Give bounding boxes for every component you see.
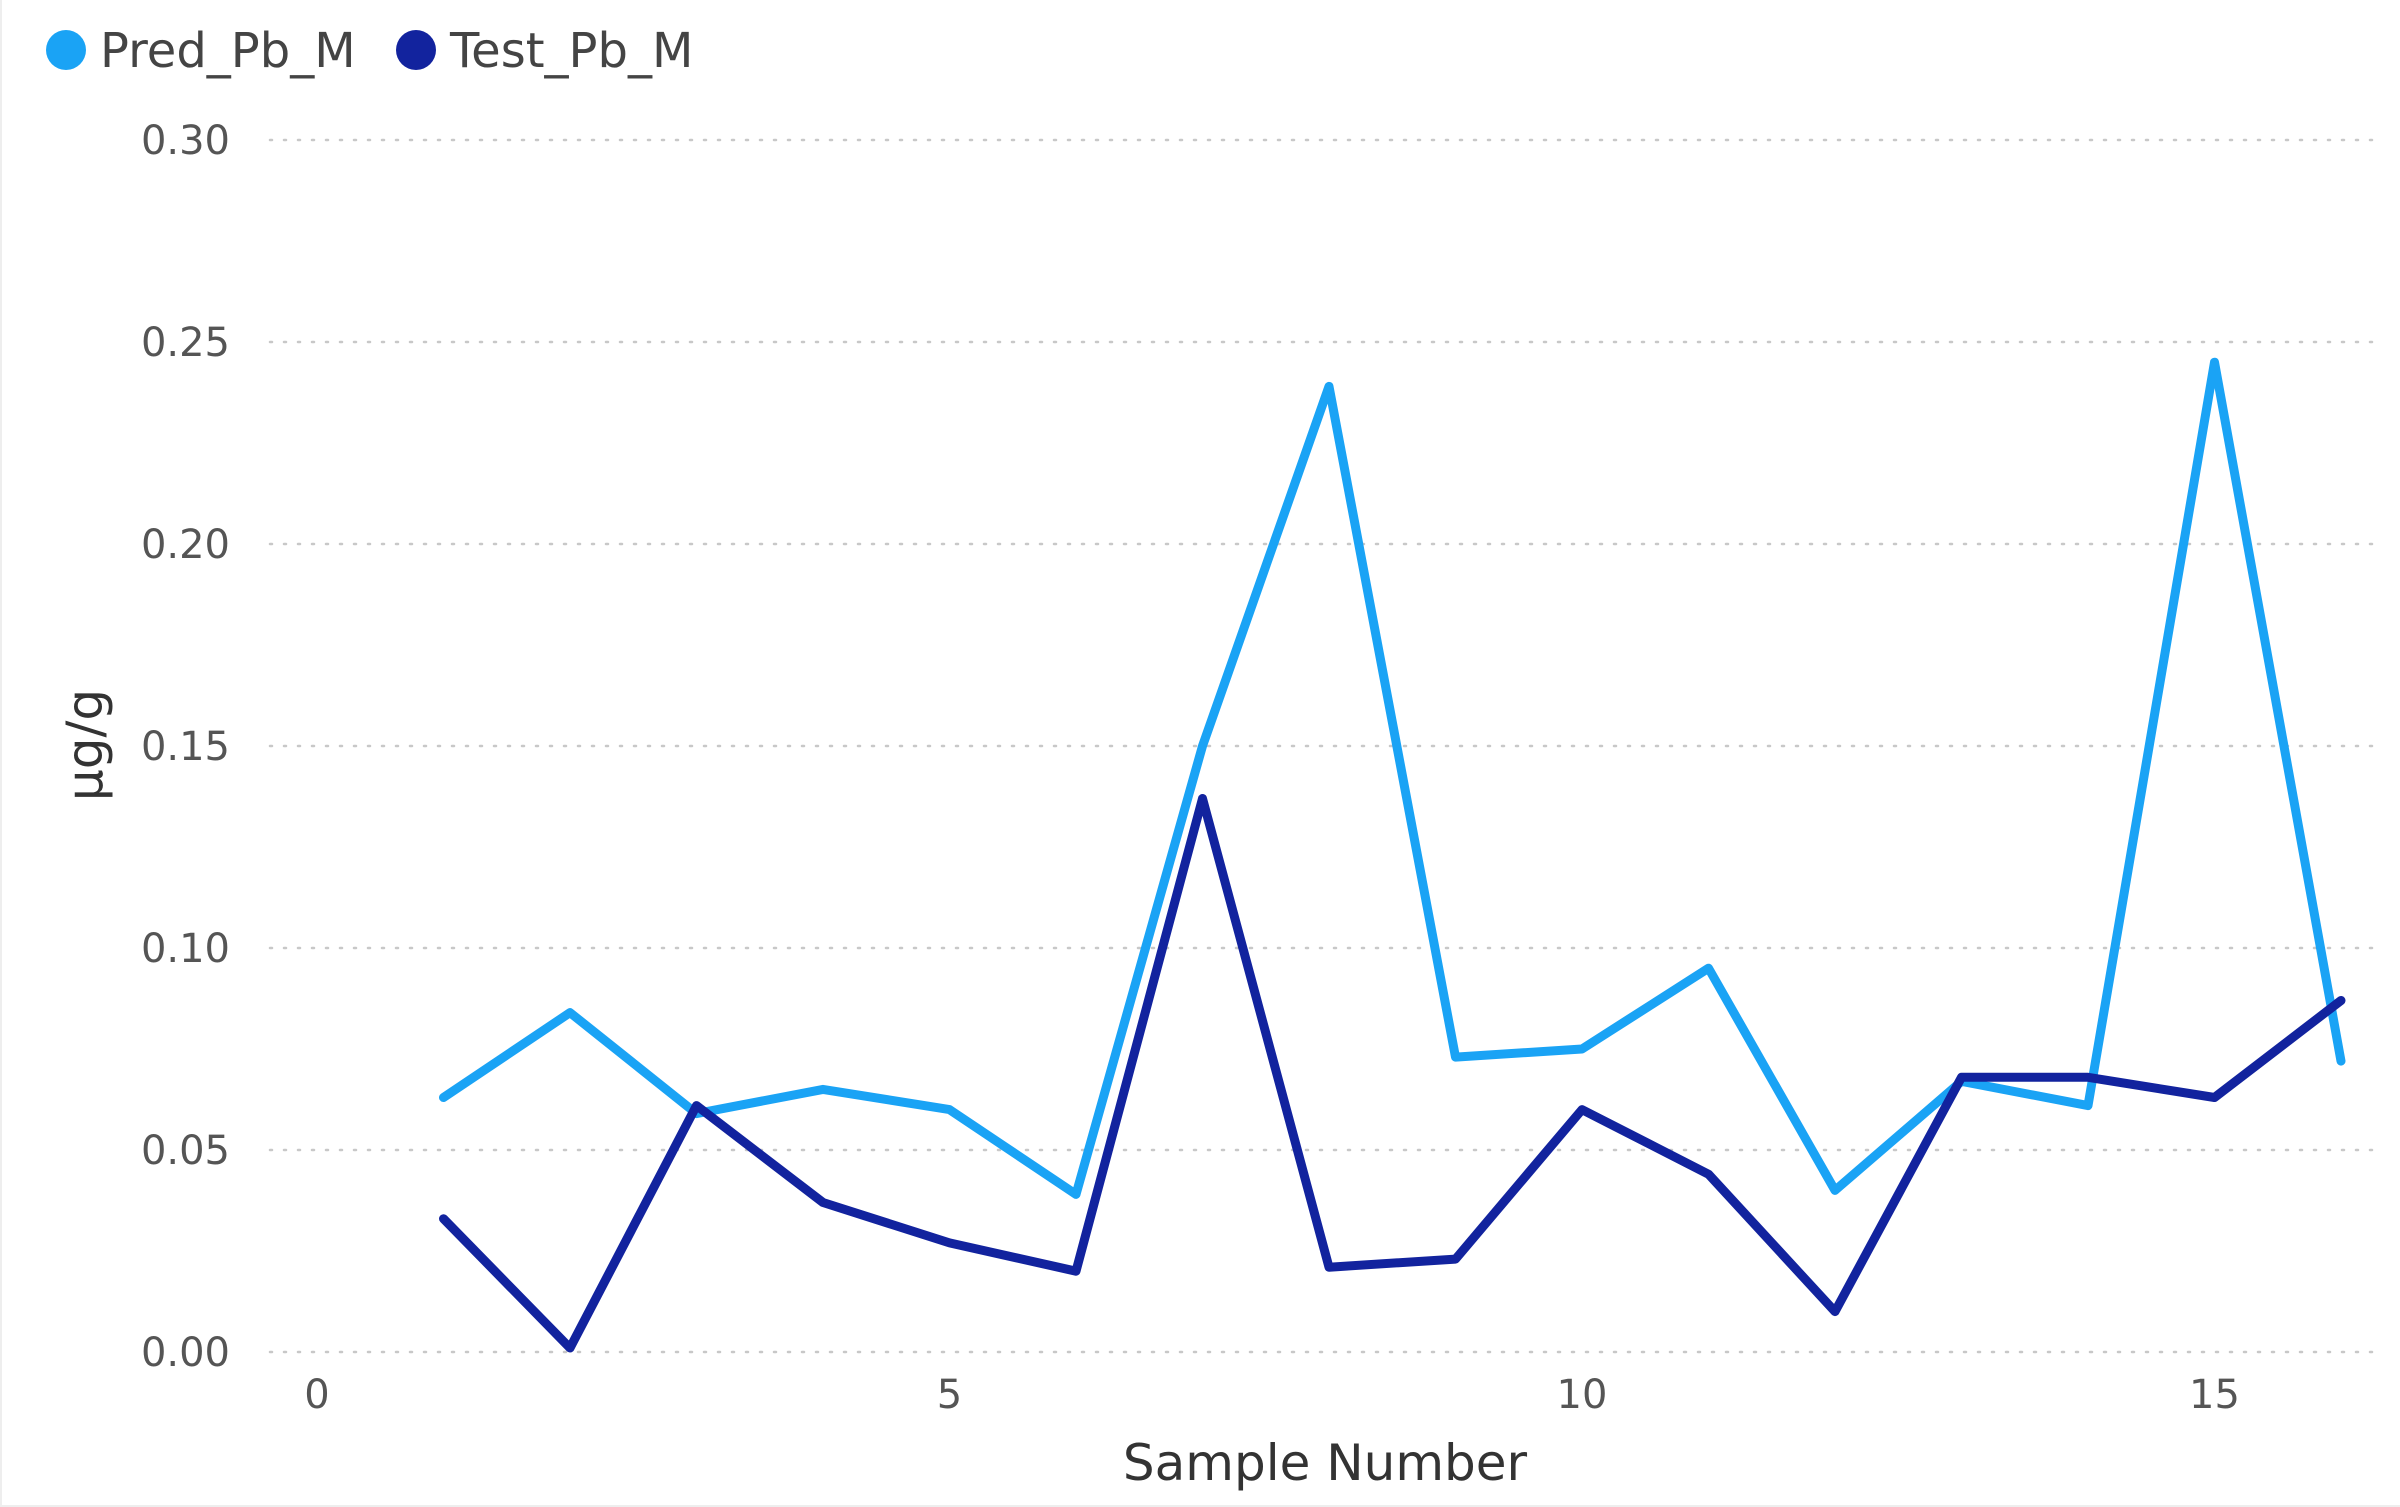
gridlines [268,138,2374,1354]
y-tick-label: 0.30 [141,118,230,164]
legend-marker [46,30,86,70]
x-tick-label: 0 [304,1372,329,1418]
x-tick-label: 15 [2189,1372,2240,1418]
x-tick-label: 5 [937,1372,962,1418]
y-tick-label: 0.05 [141,1128,230,1174]
legend-label: Pred_Pb_M [100,23,356,79]
x-axis-ticks: 0 5 10 15 [304,1372,2240,1418]
legend-marker [396,30,436,70]
legend-item-test-pb-m[interactable]: Test_Pb_M [396,23,693,79]
legend-label: Test_Pb_M [449,23,693,79]
x-axis-title: Sample Number [1123,1434,1528,1492]
legend-item-pred-pb-m[interactable]: Pred_Pb_M [46,23,356,79]
y-axis-title: µg/g [56,689,114,801]
series-line-test-pb-m[interactable] [439,794,2346,1353]
series-lines [439,357,2346,1353]
y-tick-label: 0.15 [141,724,230,770]
y-tick-label: 0.20 [141,522,230,568]
x-tick-label: 10 [1557,1372,1608,1418]
y-tick-label: 0.10 [141,926,230,972]
y-tick-label: 0.00 [141,1330,230,1376]
legend[interactable]: Pred_Pb_M Test_Pb_M [46,23,693,79]
y-axis-ticks: 0.00 0.05 0.10 0.15 0.20 0.25 0.30 [141,118,230,1376]
y-tick-label: 0.25 [141,320,230,366]
series-line-pred-pb-m[interactable] [439,357,2346,1199]
